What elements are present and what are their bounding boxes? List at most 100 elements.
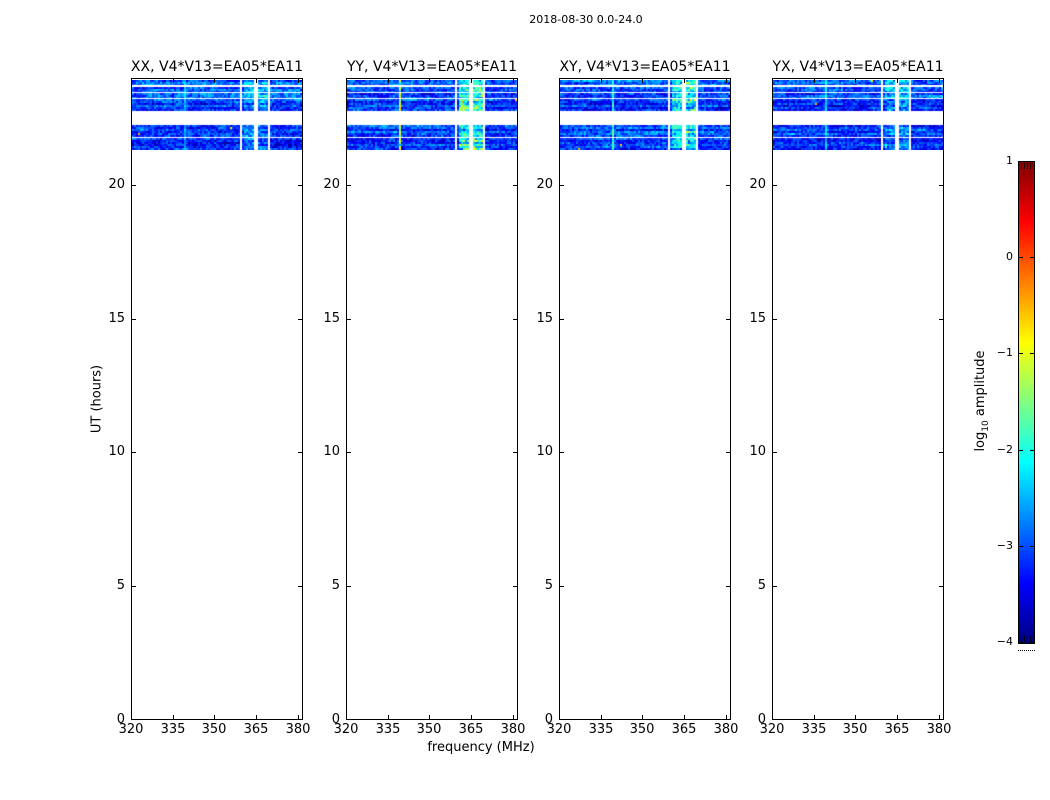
y-tick-label: 0 bbox=[116, 712, 125, 727]
x-tick bbox=[388, 79, 389, 83]
spectrogram-canvas-YY bbox=[347, 80, 517, 150]
x-axis-label: frequency (MHz) bbox=[427, 740, 535, 755]
y-tick-label: 5 bbox=[544, 578, 553, 593]
y-tick bbox=[939, 452, 943, 453]
x-tick-label: 380 bbox=[713, 722, 739, 737]
panel-frame bbox=[772, 78, 944, 720]
colorbar-label-prefix: log bbox=[973, 431, 989, 452]
x-tick-label: 335 bbox=[375, 722, 401, 737]
y-tick bbox=[347, 185, 351, 186]
x-tick bbox=[601, 715, 602, 719]
y-tick-label: 5 bbox=[331, 578, 340, 593]
colorbar-tick bbox=[1030, 161, 1034, 162]
x-tick-label: 365 bbox=[243, 722, 269, 737]
y-tick-label: 0 bbox=[544, 712, 553, 727]
x-tick bbox=[814, 79, 815, 83]
x-tick bbox=[897, 79, 898, 83]
x-tick bbox=[429, 79, 430, 83]
y-tick-label: 0 bbox=[757, 712, 766, 727]
x-tick-label: 320 bbox=[333, 722, 359, 737]
colorbar-tick bbox=[1019, 161, 1023, 162]
y-tick-label: 15 bbox=[108, 311, 125, 326]
y-tick bbox=[726, 319, 730, 320]
y-tick bbox=[298, 586, 302, 587]
y-tick bbox=[132, 319, 136, 320]
x-tick bbox=[855, 79, 856, 83]
y-tick bbox=[298, 319, 302, 320]
spectrogram-canvas-XY bbox=[560, 80, 730, 150]
y-tick bbox=[298, 185, 302, 186]
x-tick-label: 365 bbox=[458, 722, 484, 737]
y-tick-label: 15 bbox=[749, 311, 766, 326]
panel-frame bbox=[131, 78, 303, 720]
y-tick bbox=[513, 452, 517, 453]
y-tick bbox=[560, 185, 564, 186]
y-tick bbox=[513, 319, 517, 320]
y-tick-label: 20 bbox=[749, 177, 766, 192]
x-tick-label: 350 bbox=[629, 722, 655, 737]
x-tick bbox=[642, 715, 643, 719]
x-tick bbox=[897, 715, 898, 719]
x-tick bbox=[298, 79, 299, 83]
y-tick bbox=[132, 452, 136, 453]
x-tick bbox=[814, 715, 815, 719]
x-tick-label: 350 bbox=[201, 722, 227, 737]
panel-title: XX, V4*V13=EA05*EA11 bbox=[130, 59, 304, 75]
colorbar-tick-label: −3 bbox=[996, 539, 1013, 552]
y-tick bbox=[726, 586, 730, 587]
colorbar-label: log10 amplitude bbox=[973, 350, 991, 451]
y-tick-label: 20 bbox=[323, 177, 340, 192]
y-tick-label: 5 bbox=[757, 578, 766, 593]
figure-title: 2018-08-30 0.0-24.0 bbox=[529, 13, 643, 26]
y-tick bbox=[939, 185, 943, 186]
y-tick bbox=[513, 185, 517, 186]
y-tick bbox=[726, 452, 730, 453]
colorbar-tick bbox=[1019, 353, 1023, 354]
x-tick-label: 320 bbox=[118, 722, 144, 737]
y-tick-label: 0 bbox=[331, 712, 340, 727]
x-tick bbox=[726, 79, 727, 83]
y-tick bbox=[132, 586, 136, 587]
panel-title: YX, V4*V13=EA05*EA11 bbox=[772, 59, 944, 75]
x-tick-label: 380 bbox=[285, 722, 311, 737]
y-tick-label: 10 bbox=[323, 444, 340, 459]
x-tick bbox=[471, 715, 472, 719]
x-tick bbox=[939, 715, 940, 719]
y-tick bbox=[347, 319, 351, 320]
colorbar-tick-label: 1 bbox=[1006, 154, 1013, 167]
colorbar-tick-label: −2 bbox=[996, 443, 1013, 456]
x-tick-label: 350 bbox=[416, 722, 442, 737]
y-tick bbox=[560, 452, 564, 453]
colorbar-tick bbox=[1019, 450, 1023, 451]
y-tick-label: 15 bbox=[323, 311, 340, 326]
y-tick bbox=[132, 185, 136, 186]
x-tick-label: 380 bbox=[926, 722, 952, 737]
spectrogram-canvas-YX bbox=[773, 80, 943, 150]
x-tick bbox=[256, 715, 257, 719]
panel-frame bbox=[559, 78, 731, 720]
y-tick bbox=[939, 319, 943, 320]
y-axis-label: UT (hours) bbox=[89, 364, 105, 434]
x-tick-label: 335 bbox=[160, 722, 186, 737]
x-tick-label: 380 bbox=[500, 722, 526, 737]
y-tick bbox=[513, 586, 517, 587]
x-tick bbox=[173, 715, 174, 719]
y-tick bbox=[773, 319, 777, 320]
colorbar-tick bbox=[1019, 546, 1023, 547]
colorbar-tick bbox=[1030, 642, 1034, 643]
x-tick bbox=[173, 79, 174, 83]
x-tick bbox=[214, 79, 215, 83]
y-tick bbox=[939, 586, 943, 587]
y-tick bbox=[298, 452, 302, 453]
y-tick-label: 5 bbox=[116, 578, 125, 593]
x-tick bbox=[726, 715, 727, 719]
colorbar-label-sub: 10 bbox=[980, 420, 991, 432]
x-tick-label: 365 bbox=[671, 722, 697, 737]
panel-title: YY, V4*V13=EA05*EA11 bbox=[346, 59, 518, 75]
y-tick bbox=[347, 586, 351, 587]
x-tick bbox=[214, 715, 215, 719]
colorbar-tick bbox=[1019, 257, 1023, 258]
x-tick-label: 350 bbox=[842, 722, 868, 737]
colorbar-label-suffix: amplitude bbox=[973, 350, 989, 421]
